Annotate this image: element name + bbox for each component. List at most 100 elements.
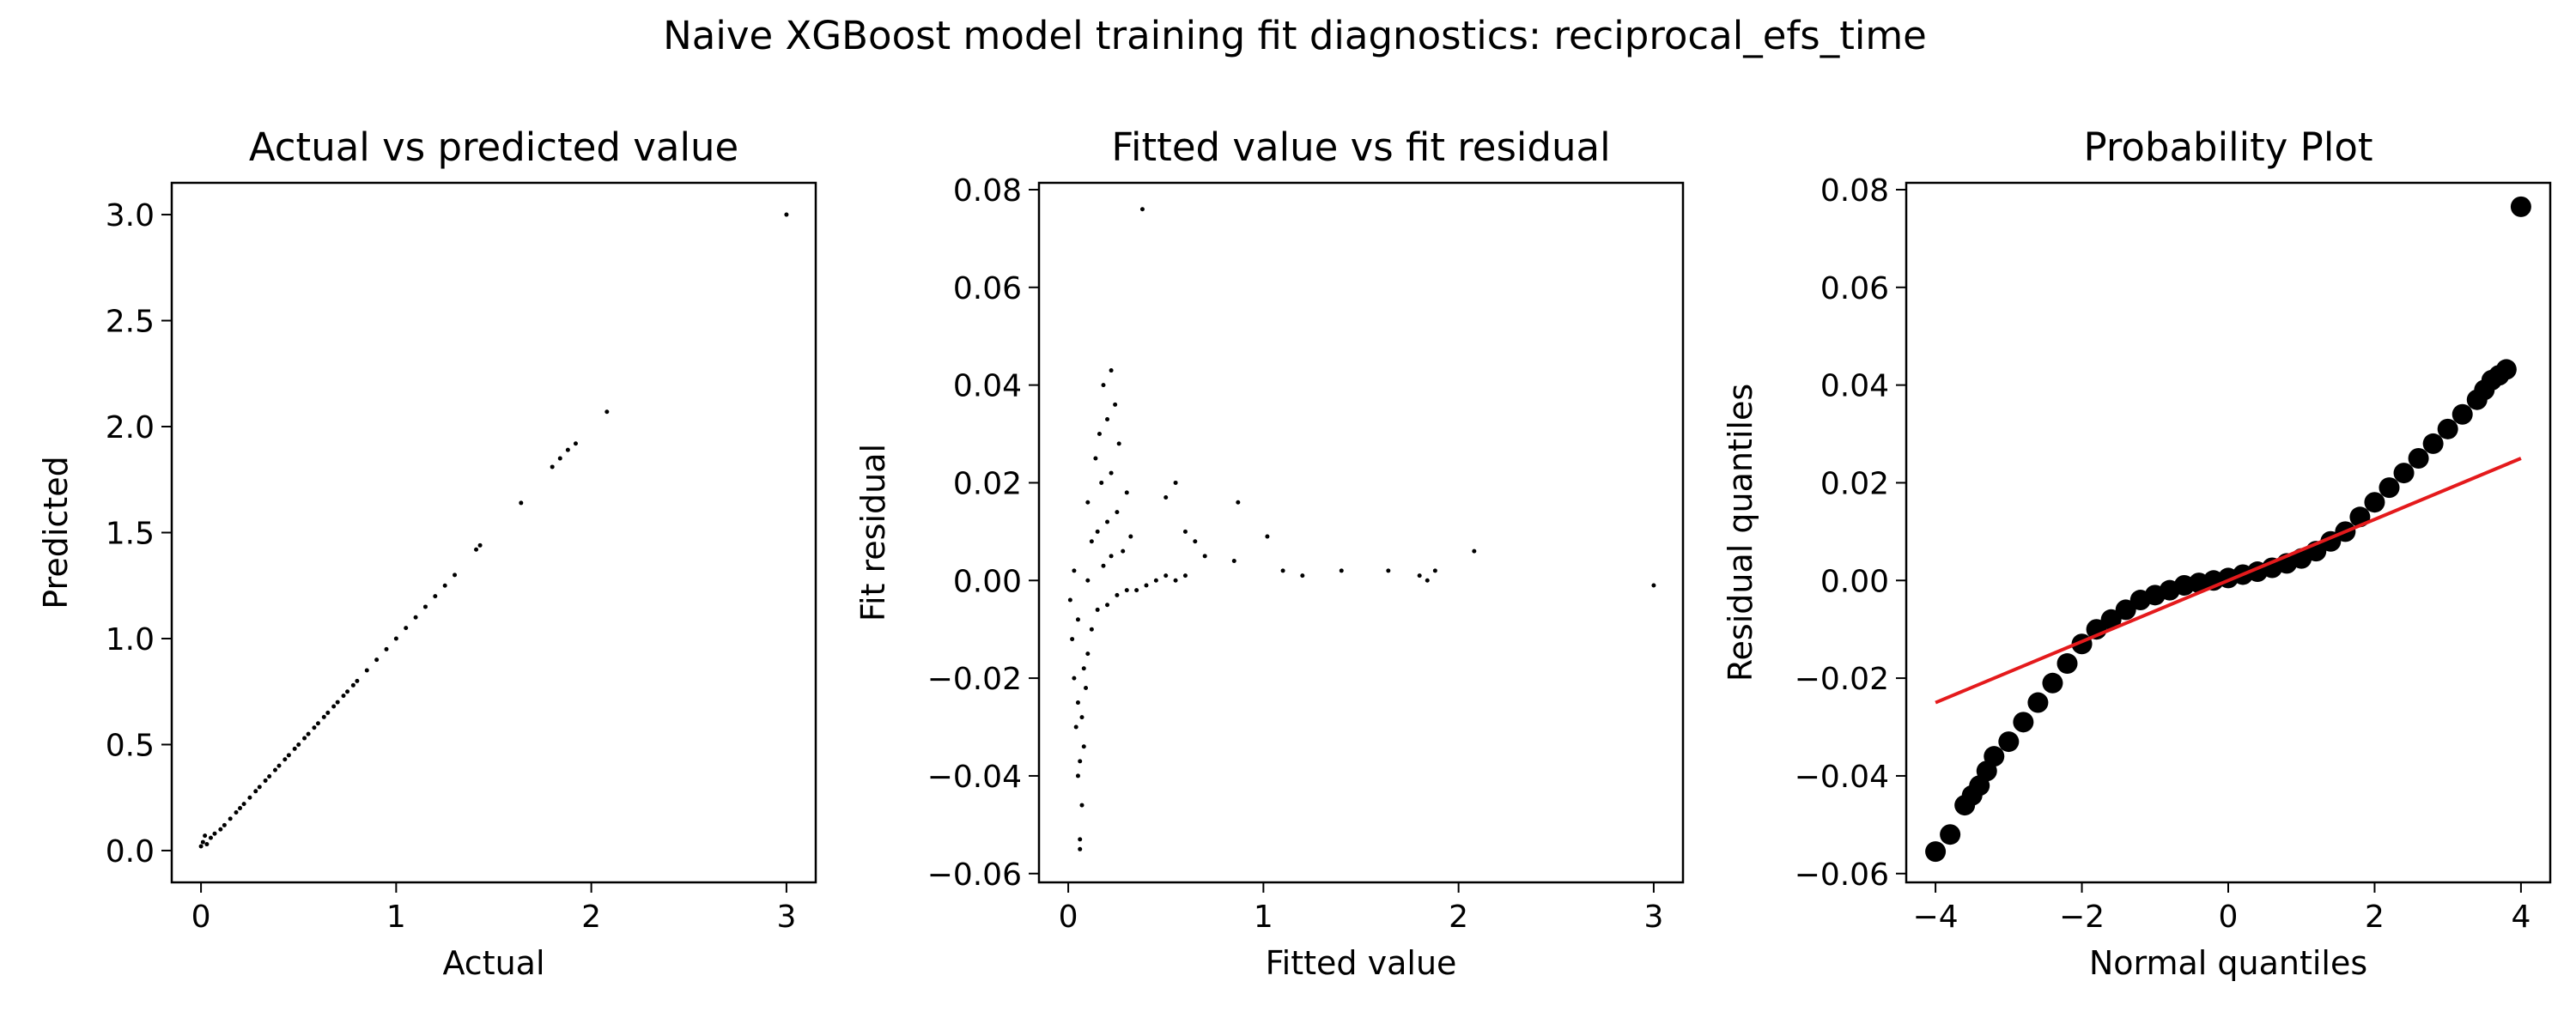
data-point [263, 778, 268, 783]
x-tick-label: 3 [776, 900, 796, 935]
data-point [247, 795, 252, 800]
data-point [1173, 480, 1178, 485]
y-tick-label: −0.06 [1795, 857, 1889, 893]
data-point [1105, 416, 1110, 421]
data-point [325, 710, 331, 715]
x-axis-label: Fitted value [1266, 944, 1457, 982]
data-point [345, 689, 350, 694]
y-tick-label: 1.5 [106, 517, 155, 552]
data-point [267, 774, 272, 779]
data-point [1078, 846, 1083, 851]
data-point [1085, 500, 1091, 505]
data-point [1075, 773, 1080, 779]
data-point [1128, 534, 1133, 539]
x-tick-label: 0 [2219, 900, 2239, 935]
data-point [1079, 715, 1084, 720]
data-point [1425, 578, 1430, 583]
x-tick-label: 3 [1643, 900, 1663, 935]
y-tick-label: 0.0 [106, 834, 155, 869]
data-point [2115, 599, 2136, 621]
data-point [374, 657, 380, 663]
y-tick-label: 1.0 [106, 622, 155, 657]
data-point [1072, 676, 1077, 681]
y-tick-label: −0.04 [927, 760, 1022, 795]
data-point [1432, 568, 1437, 573]
data-point [519, 500, 524, 506]
data-point [477, 542, 483, 548]
data-point [1121, 548, 1126, 554]
data-point [1073, 724, 1078, 730]
y-tick-label: −0.02 [1795, 662, 1889, 697]
data-point [1093, 456, 1098, 461]
data-point [453, 573, 458, 578]
y-tick-label: −0.02 [927, 662, 1022, 697]
data-point [208, 835, 213, 840]
data-point [1280, 568, 1285, 573]
y-tick-label: 0.04 [1820, 369, 1889, 404]
chart-title: Fitted value vs fit residual [1111, 124, 1610, 170]
data-point [573, 441, 578, 446]
x-tick-label: 1 [1254, 900, 1273, 935]
data-point [331, 704, 337, 709]
data-point [1940, 824, 1961, 845]
data-point [1472, 548, 1477, 554]
figure-suptitle: Naive XGBoost model training fit diagnos… [663, 13, 1927, 58]
x-tick-label: 2 [581, 900, 601, 935]
x-tick-label: 0 [1059, 900, 1078, 935]
data-point [784, 212, 789, 217]
data-point [292, 746, 297, 751]
data-point [1089, 627, 1094, 632]
data-point [557, 456, 562, 461]
data-point [1075, 700, 1080, 706]
data-point [364, 668, 369, 673]
y-axis-label: Fit residual [854, 444, 892, 621]
y-tick-label: 0.06 [1820, 271, 1889, 306]
data-point [1193, 539, 1198, 544]
data-point [422, 604, 428, 609]
data-point [413, 615, 418, 620]
data-point [565, 447, 570, 452]
data-point [1115, 592, 1120, 597]
data-point [1182, 573, 1188, 579]
data-point [1081, 744, 1086, 749]
data-point [312, 725, 317, 730]
data-point [228, 816, 233, 821]
data-point [442, 583, 447, 588]
data-point [1163, 495, 1169, 500]
x-tick-label: 4 [2511, 900, 2530, 935]
data-point [1163, 573, 1169, 579]
data-point [200, 839, 205, 845]
data-point [1115, 510, 1120, 515]
x-axis-label: Normal quantiles [2089, 944, 2367, 982]
data-point [1072, 568, 1077, 573]
data-point [234, 810, 239, 815]
x-tick-label: 2 [1449, 900, 1468, 935]
data-point [1113, 402, 1118, 407]
y-tick-label: 0.5 [106, 728, 155, 763]
data-point [1078, 759, 1083, 764]
axes-frame [1037, 181, 1685, 884]
data-point [474, 547, 479, 552]
data-point [1925, 841, 1947, 863]
data-point [1070, 637, 1075, 642]
data-point [1998, 731, 2020, 753]
data-point [1300, 573, 1305, 579]
y-tick-label: 0.06 [953, 271, 1022, 306]
data-point [1085, 578, 1091, 583]
data-point [1417, 573, 1422, 579]
data-point [1134, 588, 1139, 593]
data-point [1089, 539, 1094, 544]
chart-title: Actual vs predicted value [249, 124, 738, 170]
panel-probability-plot: Probability Plot −4 −2 0 2 4 −0.06 −0.04 −0.02 0.… [1722, 124, 2552, 982]
data-point [321, 714, 326, 719]
panel-actual-vs-predicted: Actual vs predicted value 0 1 2 3 0.0 0.5 1.0 1.… [37, 124, 817, 982]
x-tick-label: −2 [2059, 900, 2105, 935]
data-point [393, 636, 398, 641]
data-point [276, 763, 282, 768]
data-point [1067, 597, 1072, 603]
data-point [2451, 403, 2473, 425]
data-point [550, 464, 555, 470]
data-point [222, 822, 227, 827]
data-point [1078, 837, 1083, 842]
